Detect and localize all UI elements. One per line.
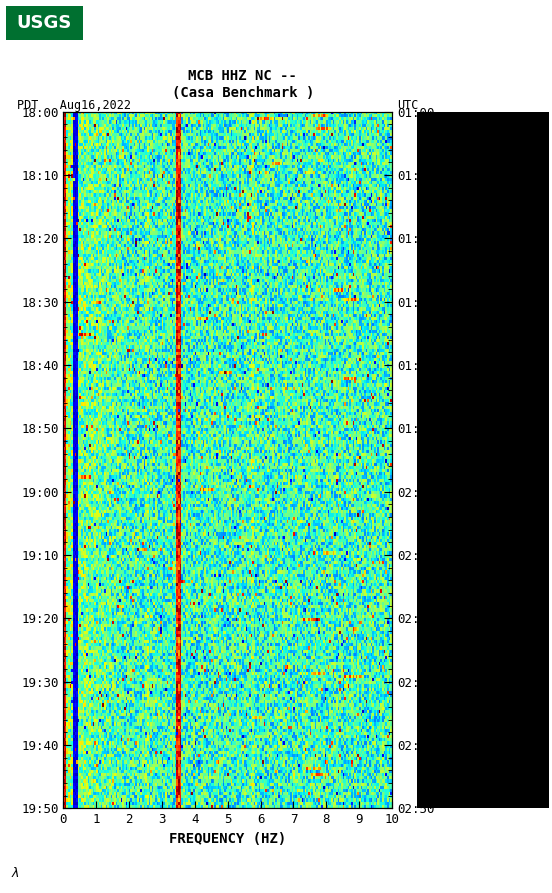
Text: UTC: UTC: [397, 98, 419, 112]
Text: PDT   Aug16,2022: PDT Aug16,2022: [17, 98, 131, 112]
Text: USGS: USGS: [17, 14, 72, 32]
Text: (Casa Benchmark ): (Casa Benchmark ): [172, 86, 314, 100]
Text: $\lambda$: $\lambda$: [11, 866, 20, 880]
Text: MCB HHZ NC --: MCB HHZ NC --: [188, 69, 298, 83]
X-axis label: FREQUENCY (HZ): FREQUENCY (HZ): [169, 831, 286, 846]
